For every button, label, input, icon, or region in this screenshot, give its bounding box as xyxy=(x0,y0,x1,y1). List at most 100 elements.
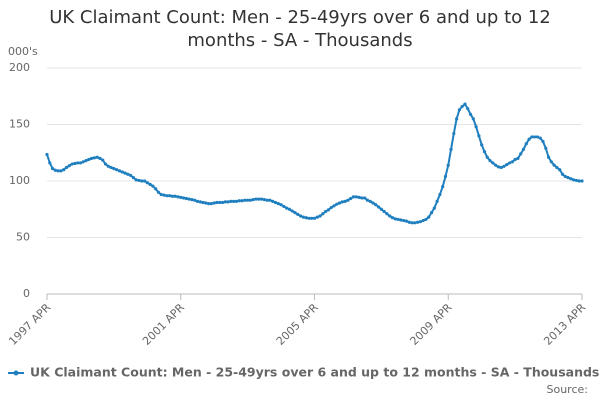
data-point xyxy=(507,161,512,165)
data-point xyxy=(337,201,342,205)
data-point xyxy=(268,198,272,202)
data-point xyxy=(580,179,584,183)
data-point xyxy=(262,198,266,202)
data-point xyxy=(527,137,531,141)
data-point xyxy=(296,212,300,216)
data-point xyxy=(558,168,562,172)
data-point xyxy=(50,166,55,171)
data-point xyxy=(126,172,130,176)
data-point xyxy=(307,216,311,220)
data-point xyxy=(285,206,289,210)
data-point xyxy=(81,160,85,164)
data-point xyxy=(413,221,417,225)
data-point xyxy=(432,206,436,210)
data-point xyxy=(563,174,567,179)
data-point xyxy=(530,135,534,139)
data-point xyxy=(176,195,180,199)
data-point xyxy=(193,198,197,202)
data-point xyxy=(156,190,161,194)
data-point xyxy=(566,176,570,180)
data-point xyxy=(109,165,113,170)
data-point xyxy=(560,172,565,176)
data-point xyxy=(396,217,400,222)
data-point xyxy=(572,178,576,182)
data-point xyxy=(388,214,392,218)
data-point xyxy=(519,152,523,156)
y-tick-label: 0 xyxy=(23,287,30,300)
y-tick-label: 100 xyxy=(9,174,30,187)
legend-marker xyxy=(13,370,19,376)
data-point xyxy=(335,202,339,206)
data-point xyxy=(407,220,411,224)
data-point xyxy=(346,198,350,202)
data-point xyxy=(240,199,244,203)
data-point xyxy=(151,184,155,188)
data-point xyxy=(382,209,386,214)
data-point xyxy=(218,200,222,205)
data-point xyxy=(59,169,63,173)
data-point xyxy=(491,161,495,165)
data-point xyxy=(282,204,286,209)
data-point xyxy=(237,199,241,203)
data-point xyxy=(226,200,230,204)
x-tick-label: 2009 APR xyxy=(408,301,455,348)
data-point xyxy=(89,156,94,160)
data-point xyxy=(385,212,389,216)
data-point xyxy=(215,200,219,205)
data-point xyxy=(98,156,102,160)
data-point xyxy=(399,218,403,222)
data-point xyxy=(402,218,406,223)
data-point xyxy=(552,163,556,167)
x-tick-label: 2013 APR xyxy=(541,301,588,348)
data-point xyxy=(301,215,305,219)
data-point xyxy=(480,143,484,147)
data-point xyxy=(246,198,250,202)
data-point xyxy=(424,217,428,222)
data-point xyxy=(112,166,116,171)
data-point xyxy=(56,169,60,173)
data-point xyxy=(53,168,57,172)
data-point xyxy=(421,218,425,223)
data-point xyxy=(276,202,280,206)
data-point xyxy=(45,152,49,157)
data-point xyxy=(357,195,361,199)
y-axis-label: 000's xyxy=(8,45,38,58)
data-point xyxy=(477,134,481,138)
data-point xyxy=(524,142,528,146)
data-point xyxy=(435,199,439,203)
data-point xyxy=(474,125,478,129)
data-point xyxy=(101,158,105,162)
data-point xyxy=(134,178,138,182)
data-point xyxy=(418,220,422,224)
data-point xyxy=(310,216,314,220)
data-point xyxy=(365,198,370,202)
data-point xyxy=(279,203,283,207)
data-point xyxy=(170,194,174,198)
data-point xyxy=(137,178,141,183)
data-point xyxy=(190,198,194,202)
data-point xyxy=(120,170,124,174)
data-point xyxy=(516,156,520,160)
data-point xyxy=(229,199,233,203)
y-tick-label: 150 xyxy=(9,118,30,131)
data-point xyxy=(368,199,372,203)
data-point xyxy=(271,199,275,203)
data-point xyxy=(393,217,397,221)
series-line xyxy=(46,102,582,224)
data-point xyxy=(513,157,517,162)
data-point xyxy=(577,179,581,183)
data-point xyxy=(204,201,208,205)
data-point xyxy=(84,159,88,163)
data-point xyxy=(142,179,147,183)
data-point xyxy=(257,197,261,201)
data-point xyxy=(376,205,381,209)
data-point xyxy=(184,196,188,201)
data-point xyxy=(259,197,264,201)
data-point xyxy=(438,192,442,197)
y-tick-label: 200 xyxy=(9,61,30,74)
data-point xyxy=(502,164,506,168)
data-point xyxy=(168,194,172,198)
data-point xyxy=(179,195,183,199)
data-point xyxy=(207,202,211,206)
